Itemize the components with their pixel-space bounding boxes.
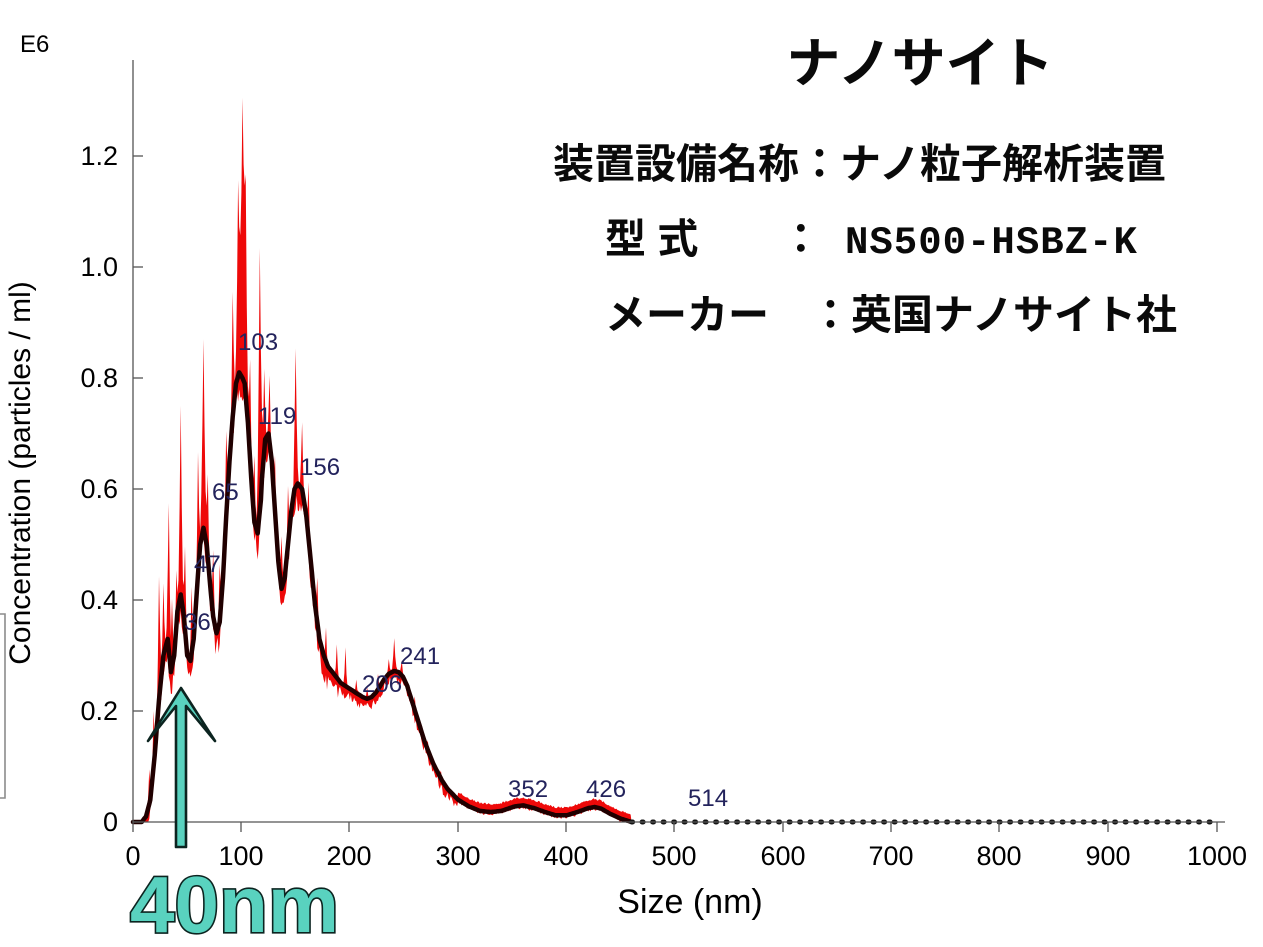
svg-text:700: 700 — [868, 841, 913, 871]
svg-text:65: 65 — [212, 479, 239, 506]
svg-text:103: 103 — [238, 329, 278, 356]
svg-text:E6: E6 — [20, 31, 49, 58]
svg-text:0: 0 — [103, 807, 118, 837]
svg-text:47: 47 — [194, 551, 221, 578]
svg-text:300: 300 — [435, 841, 480, 871]
svg-text:1.0: 1.0 — [80, 252, 118, 282]
svg-text:156: 156 — [300, 454, 340, 481]
svg-text:241: 241 — [400, 643, 440, 670]
svg-text:メーカー ：英国ナノサイト社: メーカー ：英国ナノサイト社 — [605, 292, 1177, 338]
svg-text:1.2: 1.2 — [80, 141, 118, 171]
svg-text:800: 800 — [976, 841, 1021, 871]
svg-text:0.6: 0.6 — [80, 474, 118, 504]
svg-text:600: 600 — [760, 841, 805, 871]
svg-text:900: 900 — [1085, 841, 1130, 871]
svg-text:Concentration (particles / ml): Concentration (particles / ml) — [4, 281, 37, 664]
svg-text:514: 514 — [688, 785, 728, 812]
svg-text:0.4: 0.4 — [80, 585, 118, 615]
svg-text:NS500-HSBZ-K: NS500-HSBZ-K — [845, 221, 1138, 265]
svg-text:119: 119 — [258, 403, 296, 430]
svg-text:0.8: 0.8 — [80, 363, 118, 393]
svg-text:1000: 1000 — [1187, 841, 1247, 871]
svg-text:352: 352 — [508, 776, 548, 803]
svg-text:装置設備名称：ナノ粒子解析装置: 装置設備名称：ナノ粒子解析装置 — [553, 141, 1166, 187]
svg-text:Size (nm): Size (nm) — [617, 883, 762, 921]
svg-text:36: 36 — [184, 609, 211, 636]
svg-text:40nm: 40nm — [130, 860, 339, 947]
svg-text:型 式 ：: 型 式 ： — [605, 216, 821, 262]
svg-text:0.2: 0.2 — [80, 696, 118, 726]
svg-text:400: 400 — [543, 841, 588, 871]
svg-text:500: 500 — [651, 841, 696, 871]
svg-text:426: 426 — [586, 776, 626, 803]
svg-text:ナノサイト: ナノサイト — [786, 34, 1053, 94]
svg-text:206: 206 — [362, 671, 402, 698]
